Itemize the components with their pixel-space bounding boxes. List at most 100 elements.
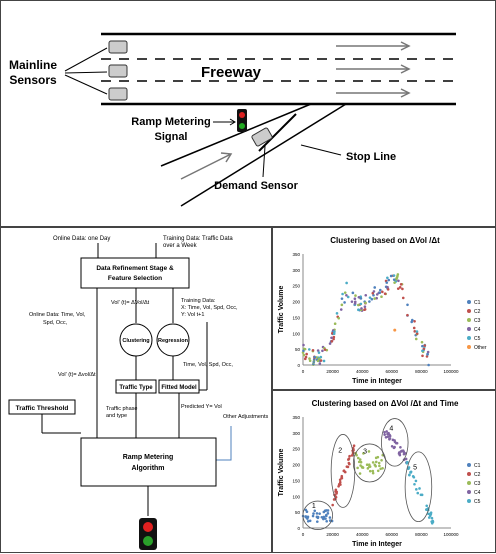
scatter-point-other [393, 328, 397, 332]
cluster-point [320, 515, 324, 519]
scatter-point [319, 355, 323, 359]
data-refinement-box [80, 257, 190, 289]
cluster-point [324, 517, 327, 520]
cluster-ellipse [352, 443, 387, 483]
phase-text-2: and type [106, 413, 127, 419]
scatter-point [318, 362, 322, 365]
cluster-point [398, 453, 402, 457]
scatter-point [414, 337, 418, 341]
scatter-point [421, 354, 424, 358]
predicted-text: Predicted Y= Vol [181, 404, 222, 410]
scatter-point [425, 355, 429, 358]
training-week-text-2: over a Week [163, 243, 198, 249]
cluster-point [332, 498, 336, 501]
scatter-point [359, 302, 363, 306]
train-feat-2: X: Time, Vol, Spd, Occ, [181, 305, 238, 311]
cluster-point [409, 471, 413, 474]
legend-label: C5 [474, 336, 481, 342]
cluster-point [325, 519, 328, 523]
cluster-point [322, 515, 326, 519]
scatter-point [373, 297, 376, 300]
mainline-sensor-2 [108, 64, 128, 78]
y-tick-label: 350 [292, 252, 300, 257]
chart-panel-2: Clustering based on ΔVol /Δt and Time 0 50… [272, 390, 496, 553]
x-axis-label: Time in Integer [352, 541, 402, 548]
x-tick-label: 80000 [415, 532, 428, 537]
mainline-sensor-3 [108, 87, 128, 101]
cluster-label: 2 [338, 448, 342, 455]
refine-text-1: Data Refinement Stage & [96, 265, 174, 272]
cluster-point [393, 439, 396, 442]
scatter-point [356, 303, 360, 307]
cluster-point [324, 513, 328, 517]
scatter-point [343, 301, 346, 304]
cluster-point [340, 476, 344, 480]
traffic-arrows [336, 41, 411, 98]
scatter-point [368, 300, 371, 303]
scatter-point [413, 319, 416, 323]
scatter-point [357, 308, 360, 312]
online-day-text: Online Data: one Day [53, 236, 110, 242]
cluster-point [348, 454, 351, 458]
legend-label: C2 [474, 472, 481, 478]
scatter-point [397, 279, 400, 283]
scatter-point [401, 287, 404, 291]
legend-marker [467, 345, 471, 349]
time-vol-text: Time, Vol, Spd, Occ, [183, 362, 233, 368]
freeway-svg: Mainline Sensors Freeway Ramp Metering S… [9, 32, 456, 207]
cluster-point [305, 515, 308, 519]
chart-title: Clustering based on ΔVol /Δt and Time [312, 399, 459, 408]
chart-1-svg: Clustering based on ΔVol /Δt 0 50 100 150 200… [278, 236, 487, 385]
y-tick-label: 100 [292, 331, 300, 336]
scatter-point [339, 308, 343, 311]
legend-marker [467, 336, 471, 340]
scatter-point [380, 295, 383, 298]
cluster-point [305, 510, 309, 513]
scatter-point [311, 349, 315, 352]
cluster-point [358, 472, 362, 475]
freeway-diagram-panel: Mainline Sensors Freeway Ramp Metering S… [0, 0, 496, 227]
cluster-point [414, 479, 418, 483]
scatter-point [423, 344, 427, 347]
cluster-point [393, 445, 396, 449]
y-tick-label: 200 [292, 300, 300, 305]
demand-sensor-label: Demand Sensor [214, 180, 298, 192]
scatter-point [410, 318, 414, 322]
scatter-point [337, 316, 341, 320]
scatter-point [302, 353, 306, 357]
scatter-point [383, 292, 387, 296]
scatter-point [378, 291, 382, 295]
cluster-point [346, 465, 350, 469]
scatter-point [426, 352, 429, 356]
cluster-point [388, 437, 392, 440]
scatter-point [363, 308, 366, 312]
cluster-point [356, 466, 359, 470]
scatter-point [354, 294, 357, 297]
legend-marker [467, 481, 471, 485]
cluster-point [357, 460, 361, 464]
cluster-label: 3 [363, 448, 367, 455]
scatter-point [357, 295, 361, 299]
ramp-signal-label-2: Signal [154, 131, 187, 143]
cluster-ellipse [381, 418, 409, 467]
freeway-label: Freeway [201, 64, 262, 81]
y-axis-label: Traffic Volume [278, 449, 285, 497]
y-tick-label: 200 [292, 463, 300, 468]
cluster-point [337, 483, 341, 486]
cluster-point [328, 519, 332, 522]
training-week-text-1: Training Data: Traffic Data [163, 236, 233, 242]
cluster-point [385, 430, 388, 433]
cluster-point [383, 430, 386, 434]
cluster-point [407, 467, 410, 471]
scatter-point [375, 296, 378, 300]
cluster-ellipse [404, 451, 433, 523]
cluster-point [368, 469, 372, 473]
scatter-point [353, 297, 357, 301]
cluster-point [377, 461, 381, 465]
x-tick-label: 20000 [326, 532, 339, 537]
cluster-point [308, 519, 312, 523]
traffic-threshold-text: Traffic Threshold [16, 405, 69, 412]
scatter-point [359, 297, 363, 300]
cluster-point [395, 441, 398, 445]
scatter-point [364, 293, 368, 297]
